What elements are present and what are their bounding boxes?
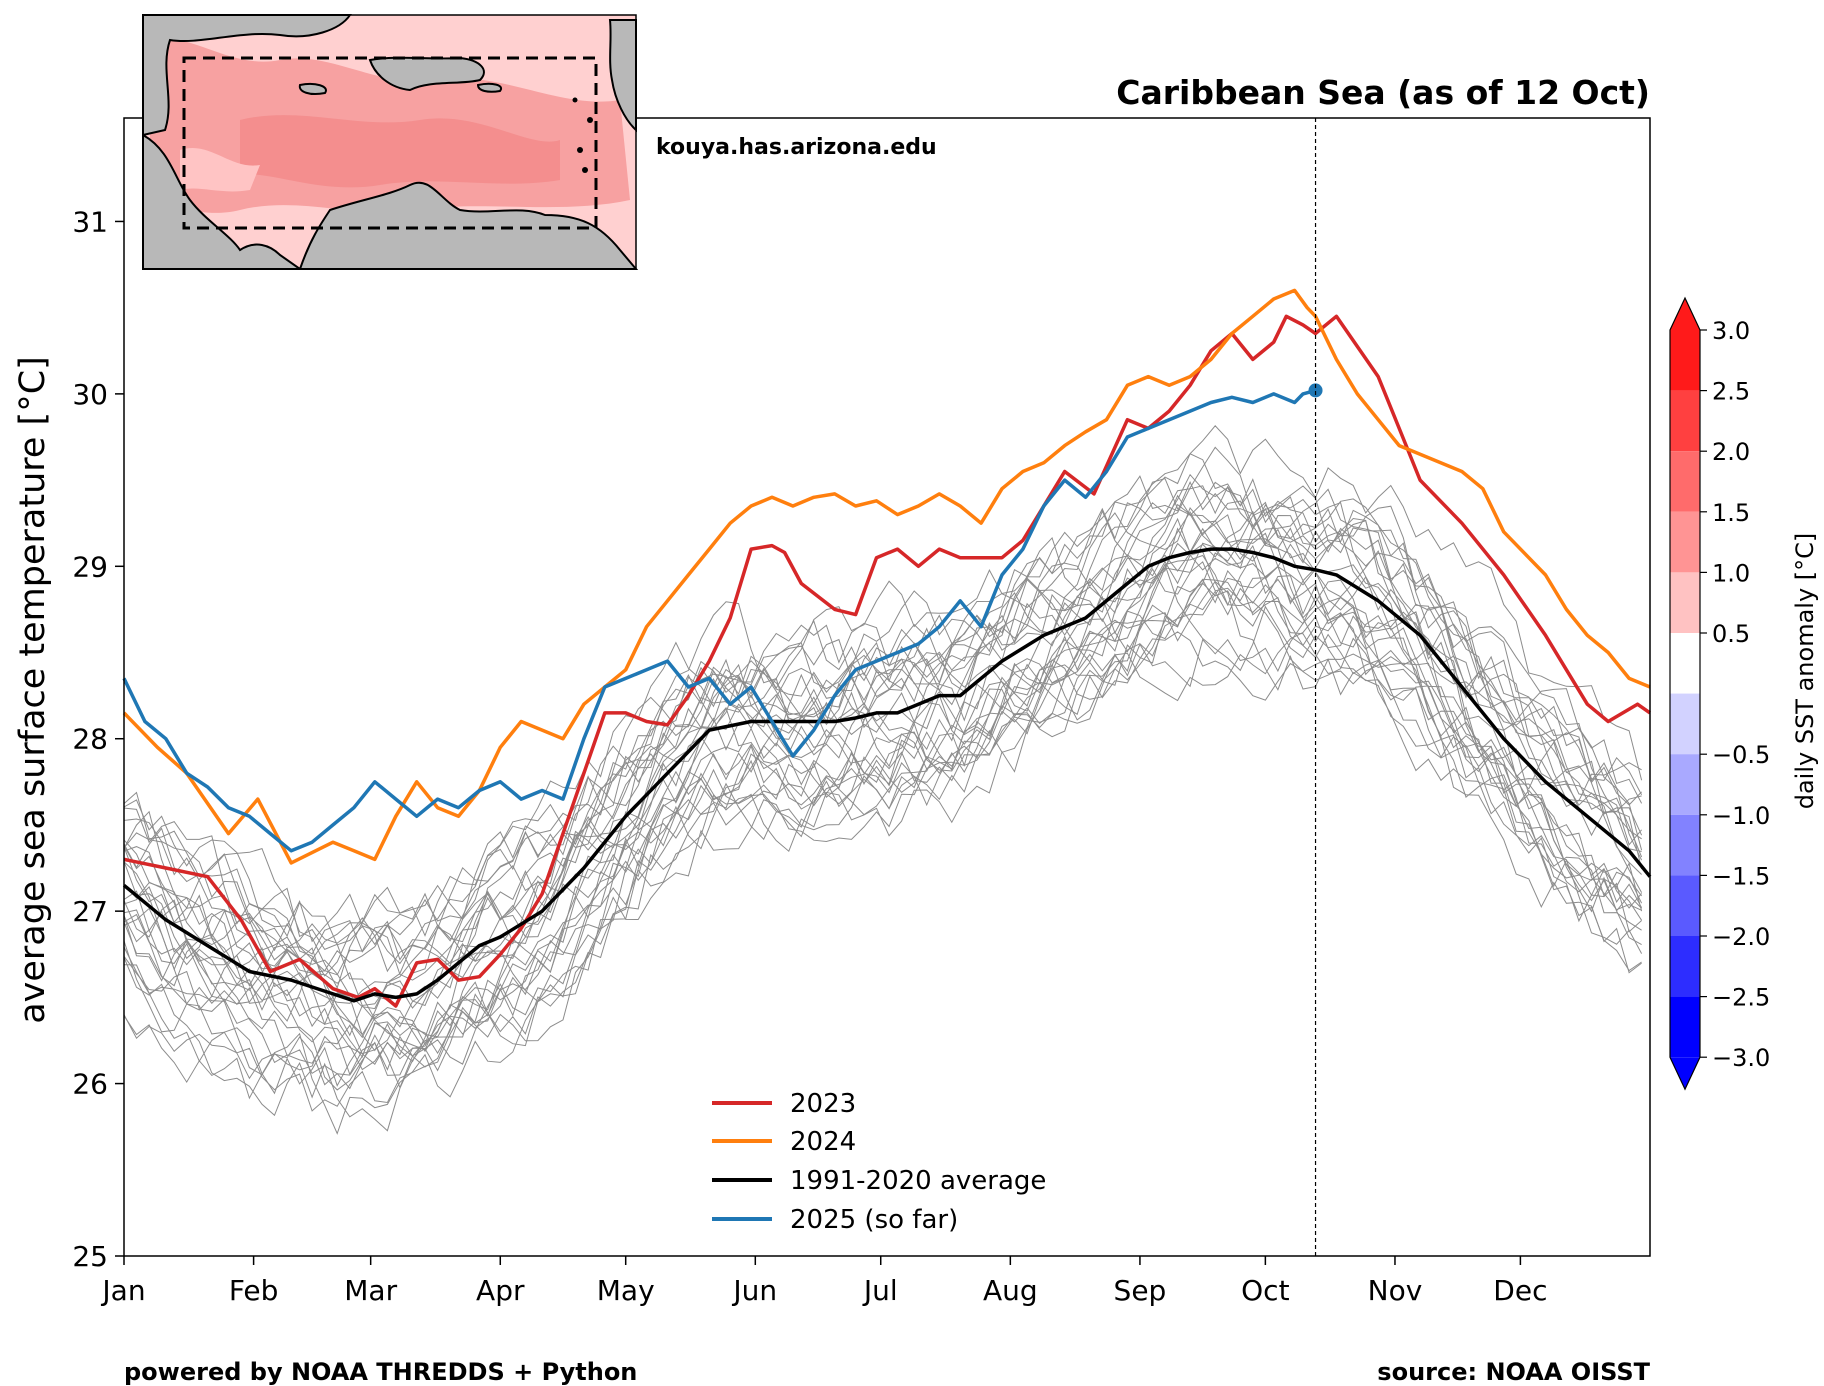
inset-map xyxy=(142,14,639,270)
colorbar-segment xyxy=(1670,511,1700,573)
climatology-line xyxy=(123,563,1643,1095)
series-line-2024 xyxy=(122,288,1651,865)
colorbar-segment xyxy=(1670,633,1700,694)
colorbar-segment xyxy=(1670,814,1700,876)
climatology-line xyxy=(123,477,1642,1001)
series-line-2023 xyxy=(123,314,1651,1008)
y-tick-label: 26 xyxy=(72,1068,108,1101)
colorbar-tick-label: −1.0 xyxy=(1712,802,1770,830)
y-tick-label: 28 xyxy=(72,723,108,756)
latest-point xyxy=(1308,383,1323,398)
climatology-line xyxy=(123,542,1642,1026)
plot-frame xyxy=(123,117,1651,1257)
colorbar-segment xyxy=(1670,572,1700,633)
climatology-line xyxy=(123,527,1642,1039)
climatology-line xyxy=(123,631,1643,1132)
y-tick-label: 25 xyxy=(72,1240,108,1273)
colorbar-tick-label: −2.0 xyxy=(1712,923,1770,951)
colorbar-segment xyxy=(1670,875,1700,936)
y-tick-label: 27 xyxy=(72,895,108,928)
colorbar-bottom-arrow xyxy=(1670,1057,1700,1090)
legend-label-2023: 2023 xyxy=(790,1089,856,1119)
climatology-line xyxy=(123,532,1642,1063)
y-axis: 25 26 27 28 29 30 31 xyxy=(72,205,124,1273)
colorbar-tick-label: 2.0 xyxy=(1712,438,1750,466)
colorbar-tick-label: 0.5 xyxy=(1712,620,1750,648)
colorbar-tick-label: 1.5 xyxy=(1712,499,1750,527)
climatology-lines xyxy=(123,425,1643,1135)
x-tick-label: Nov xyxy=(1368,1274,1423,1307)
source-text: source: NOAA OISST xyxy=(1377,1358,1650,1386)
climatology-line xyxy=(123,615,1642,1135)
climatology-line xyxy=(123,575,1642,1091)
colorbar-top-arrow xyxy=(1670,298,1700,330)
climatology-line xyxy=(123,544,1643,1051)
x-tick-label: Apr xyxy=(476,1274,525,1307)
climatology-line xyxy=(123,538,1643,1004)
colorbar-segment xyxy=(1670,996,1700,1058)
colorbar-segment xyxy=(1670,451,1700,512)
x-tick-label: Aug xyxy=(983,1274,1038,1307)
chart-title: Caribbean Sea (as of 12 Oct) xyxy=(1116,73,1650,112)
climatology-line xyxy=(123,584,1642,1076)
colorbar-tick-label: 3.0 xyxy=(1712,317,1750,345)
climatology-line xyxy=(123,514,1642,1011)
climatology-line xyxy=(123,488,1642,974)
site-annotation: kouya.has.arizona.edu xyxy=(656,135,937,160)
y-tick-label: 30 xyxy=(72,378,108,411)
climatology-line xyxy=(123,473,1643,976)
series-lines xyxy=(122,288,1652,1008)
colorbar-segment xyxy=(1670,390,1700,452)
colorbar-label: daily SST anomaly [°C] xyxy=(1791,533,1819,810)
legend-label-2024: 2024 xyxy=(790,1127,856,1157)
x-tick-label: Jun xyxy=(731,1274,777,1307)
y-axis-label: average sea surface temperature [°C] xyxy=(13,356,53,1024)
x-tick-label: Jan xyxy=(100,1274,145,1307)
x-axis: Jan Feb Mar Apr May Jun Jul Aug Sep Oct Nov Dec xyxy=(100,1256,1547,1307)
legend-label-2025: 2025 (so far) xyxy=(790,1205,958,1235)
legend: 2023 2024 1991-2020 average 2025 (so far… xyxy=(712,1089,1046,1235)
climatology-line xyxy=(123,481,1643,1036)
colorbar-segment xyxy=(1670,693,1700,755)
y-tick-label: 31 xyxy=(72,205,108,238)
x-tick-label: Sep xyxy=(1114,1274,1167,1307)
colorbar-segment xyxy=(1670,330,1700,391)
climatology-line xyxy=(123,478,1642,965)
climatology-line xyxy=(123,561,1643,1066)
x-tick-label: Jul xyxy=(862,1274,898,1307)
climatology-line xyxy=(123,425,1643,946)
legend-label-average: 1991-2020 average xyxy=(790,1166,1046,1196)
climatology-line xyxy=(123,580,1642,1090)
colorbar-tick-label: −3.0 xyxy=(1712,1044,1770,1072)
climatology-line xyxy=(123,500,1642,990)
x-tick-label: Feb xyxy=(229,1274,279,1307)
climatology-line xyxy=(123,496,1642,1022)
colorbar-tick-label: −1.5 xyxy=(1712,862,1770,890)
colorbar-tick-label: −0.5 xyxy=(1712,741,1770,769)
powered-by-text: powered by NOAA THREDDS + Python xyxy=(124,1358,637,1386)
colorbar-tick-label: −2.5 xyxy=(1712,984,1770,1012)
x-tick-label: Mar xyxy=(344,1274,397,1307)
climatology-line xyxy=(123,446,1643,977)
colorbar-tick-label: 1.0 xyxy=(1712,559,1750,587)
colorbar: 3.0 2.5 2.0 1.5 1.0 0.5 −0.5 −1.0 −1.5 −2.0 −2.5 −3… xyxy=(1669,296,1770,1091)
colorbar-segment xyxy=(1670,754,1700,815)
colorbar-segment xyxy=(1670,936,1700,997)
x-tick-label: May xyxy=(597,1274,655,1307)
series-line-1991-2020-average xyxy=(122,547,1652,1003)
y-tick-label: 29 xyxy=(72,550,108,583)
series-line-2025-so-far- xyxy=(122,388,1316,853)
colorbar-tick-label: 2.5 xyxy=(1712,378,1750,406)
x-tick-label: Oct xyxy=(1241,1274,1289,1307)
x-tick-label: Dec xyxy=(1493,1274,1547,1307)
